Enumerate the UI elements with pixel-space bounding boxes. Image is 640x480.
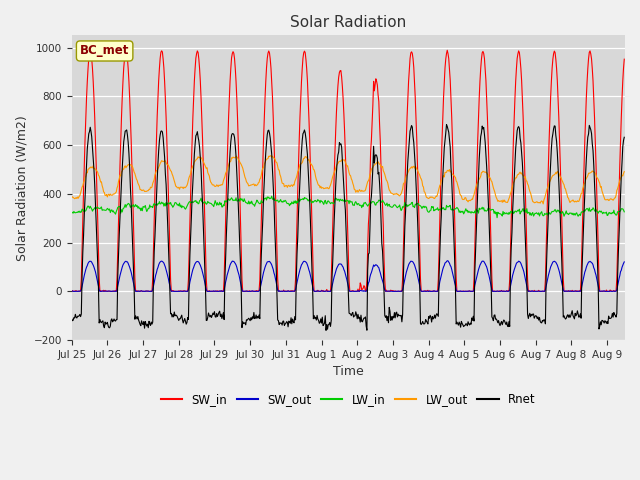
SW_in — [620, 56, 628, 62]
LW_out — [478, 169, 486, 175]
Y-axis label: Solar Radiation (W/m2): Solar Radiation (W/m2) — [15, 115, 28, 261]
SW_out — [479, 258, 487, 264]
LW_out — [620, 169, 628, 175]
SW_in — [68, 288, 76, 294]
SW_out — [325, 288, 333, 294]
SW_in — [444, 48, 451, 53]
Rnet — [322, 327, 330, 333]
SW_in — [305, 96, 312, 101]
Line: Rnet: Rnet — [72, 125, 624, 330]
Line: SW_out: SW_out — [72, 261, 624, 291]
LW_out — [465, 198, 473, 204]
Rnet — [325, 321, 333, 327]
LW_out — [70, 195, 77, 201]
LW_in — [305, 198, 312, 204]
Rnet — [70, 315, 77, 321]
SW_in — [479, 48, 487, 54]
LW_in — [493, 215, 501, 221]
SW_in — [70, 288, 77, 294]
SW_out — [444, 258, 451, 264]
Text: BC_met: BC_met — [80, 45, 129, 58]
X-axis label: Time: Time — [333, 365, 364, 378]
LW_in — [68, 209, 76, 215]
Rnet — [620, 134, 628, 140]
LW_in — [478, 204, 486, 210]
SW_out — [620, 259, 628, 265]
LW_out — [267, 153, 275, 159]
SW_out — [68, 288, 76, 294]
LW_in — [145, 205, 153, 211]
LW_out — [145, 186, 153, 192]
LW_out — [325, 186, 333, 192]
SW_in — [146, 288, 154, 294]
SW_out — [466, 288, 474, 294]
LW_in — [325, 199, 333, 204]
Rnet — [443, 122, 451, 128]
LW_in — [70, 209, 77, 215]
Line: LW_out: LW_out — [72, 156, 624, 204]
Rnet — [145, 318, 153, 324]
LW_out — [540, 201, 547, 207]
Rnet — [466, 322, 474, 328]
Rnet — [479, 126, 487, 132]
SW_out — [146, 288, 154, 294]
LW_in — [620, 209, 628, 215]
LW_in — [268, 193, 276, 199]
Rnet — [68, 316, 76, 322]
SW_in — [466, 288, 474, 294]
Line: SW_in: SW_in — [72, 50, 624, 291]
LW_in — [465, 208, 473, 214]
SW_in — [325, 288, 333, 294]
Legend: SW_in, SW_out, LW_in, LW_out, Rnet: SW_in, SW_out, LW_in, LW_out, Rnet — [156, 388, 541, 410]
Title: Solar Radiation: Solar Radiation — [290, 15, 406, 30]
Rnet — [303, 152, 311, 157]
SW_out — [305, 264, 312, 270]
SW_out — [71, 288, 79, 294]
SW_in — [71, 288, 79, 294]
Line: LW_in: LW_in — [72, 196, 624, 218]
SW_out — [69, 288, 77, 294]
LW_out — [305, 157, 312, 163]
LW_out — [68, 195, 76, 201]
